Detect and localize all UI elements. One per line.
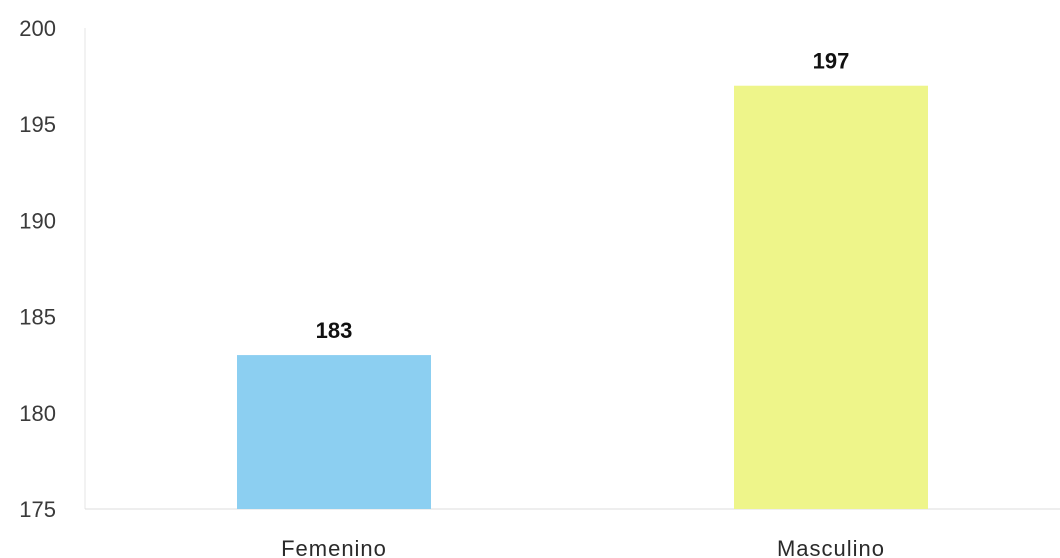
y-tick-label: 185 bbox=[19, 305, 56, 330]
y-tick-labels: 175 180 185 190 195 200 bbox=[19, 16, 56, 522]
data-label-masculino: 197 bbox=[813, 49, 850, 74]
category-label-masculino: Masculino bbox=[777, 536, 885, 558]
y-tick-label: 200 bbox=[19, 16, 56, 41]
bars bbox=[237, 85, 928, 509]
y-tick-label: 190 bbox=[19, 208, 56, 233]
data-label-femenino: 183 bbox=[316, 318, 353, 343]
category-labels: Femenino Masculino bbox=[281, 536, 885, 558]
data-labels: 183 197 bbox=[316, 49, 850, 343]
y-tick-label: 195 bbox=[19, 112, 56, 137]
y-tick-label: 180 bbox=[19, 401, 56, 426]
bar-masculino bbox=[734, 85, 928, 509]
y-tick-label: 175 bbox=[19, 497, 56, 522]
bar-femenino bbox=[237, 355, 431, 509]
category-label-femenino: Femenino bbox=[281, 536, 387, 558]
